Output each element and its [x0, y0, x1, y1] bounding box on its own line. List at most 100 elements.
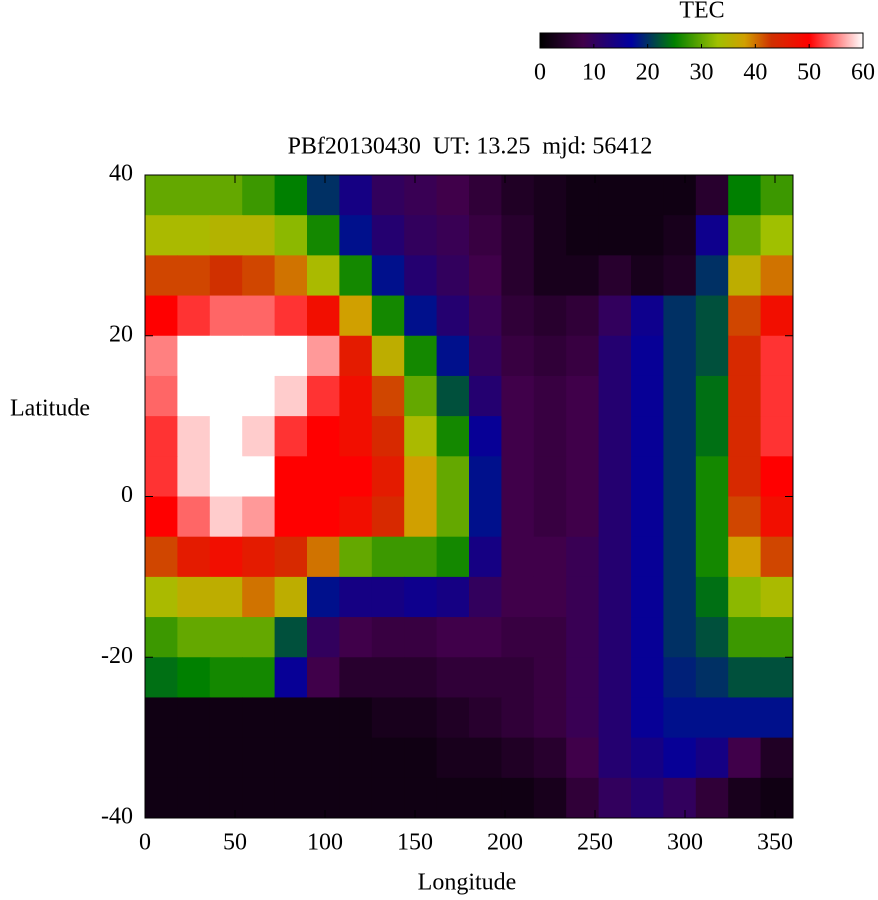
heat-cell: [469, 456, 502, 497]
heat-cell: [695, 335, 729, 377]
heat-cell: [533, 737, 567, 779]
y-tick-label: 40: [109, 161, 133, 187]
heat-cell: [760, 215, 794, 256]
heat-cell: [695, 617, 729, 658]
heat-cell: [209, 295, 243, 337]
x-tick-label: 150: [397, 830, 433, 856]
heat-cell: [533, 777, 567, 819]
colorbar-tick-label: 40: [743, 60, 767, 86]
heat-cell: [242, 737, 276, 779]
heat-cell: [307, 536, 340, 578]
heat-cell: [209, 536, 243, 578]
heat-cell: [566, 617, 600, 658]
heat-cell: [663, 335, 697, 377]
heat-cell: [436, 416, 470, 457]
heat-cell: [501, 416, 535, 457]
heat-cell: [404, 576, 438, 618]
heat-cell: [663, 375, 697, 417]
heat-cell: [533, 335, 567, 377]
heat-cell: [274, 335, 308, 377]
heat-cell: [533, 375, 567, 417]
heat-cell: [307, 215, 340, 256]
heat-cell: [469, 375, 502, 417]
heat-cell: [274, 536, 308, 578]
heat-cell: [242, 657, 276, 698]
heat-cell: [404, 496, 438, 538]
heat-cell: [533, 536, 567, 578]
heat-cell: [209, 255, 243, 297]
heat-cell: [728, 215, 762, 256]
x-tick-label: 100: [307, 830, 343, 856]
x-tick-label: 200: [487, 830, 523, 856]
heat-cell: [274, 375, 308, 417]
heat-cell: [728, 697, 762, 739]
heat-cell: [274, 576, 308, 618]
heat-cell: [631, 335, 664, 377]
colorbar-tick-label: 50: [797, 60, 821, 86]
heat-cell: [598, 697, 632, 739]
heat-cell: [501, 617, 535, 658]
heat-cell: [663, 536, 697, 578]
heat-cell: [307, 416, 340, 457]
heat-cell: [371, 175, 405, 216]
heat-cell: [242, 697, 276, 739]
heat-cell: [404, 737, 438, 779]
heat-cell: [469, 295, 502, 337]
heat-cell: [501, 576, 535, 618]
heat-cell: [598, 536, 632, 578]
heat-cell: [371, 536, 405, 578]
heat-cell: [663, 737, 697, 779]
heat-cell: [404, 375, 438, 417]
heat-cell: [145, 295, 178, 337]
heat-cell: [728, 576, 762, 618]
y-tick-label: 0: [121, 482, 133, 508]
heat-cell: [598, 576, 632, 618]
heat-cell: [436, 617, 470, 658]
heat-cell: [209, 737, 243, 779]
heat-cell: [242, 576, 276, 618]
heat-cell: [274, 737, 308, 779]
heat-cell: [501, 255, 535, 297]
heat-cell: [274, 416, 308, 457]
heat-cell: [339, 576, 373, 618]
heat-cell: [566, 335, 600, 377]
heat-cell: [145, 456, 178, 497]
heat-cell: [209, 496, 243, 538]
heat-cell: [533, 617, 567, 658]
heat-cell: [631, 496, 664, 538]
heat-cell: [760, 295, 794, 337]
heat-cell: [145, 175, 178, 216]
heat-cell: [728, 416, 762, 457]
heat-cell: [242, 496, 276, 538]
heat-cell: [631, 375, 664, 417]
heat-cell: [533, 416, 567, 457]
heat-cell: [760, 175, 794, 216]
heat-cell: [760, 335, 794, 377]
heat-cell: [177, 295, 211, 337]
y-tick-label: -40: [101, 804, 133, 830]
heat-cell: [209, 375, 243, 417]
heat-cell: [728, 456, 762, 497]
x-tick-label: 0: [139, 830, 151, 856]
heat-cell: [760, 737, 794, 779]
heat-cell: [404, 777, 438, 819]
heat-cell: [209, 215, 243, 256]
heat-cell: [695, 375, 729, 417]
x-tick-label: 250: [577, 830, 613, 856]
heat-cell: [533, 697, 567, 739]
heat-cell: [145, 215, 178, 256]
heat-cell: [566, 657, 600, 698]
colorbar-tick-label: 60: [851, 60, 875, 86]
heat-cell: [760, 416, 794, 457]
heat-cell: [307, 295, 340, 337]
heat-cell: [242, 175, 276, 216]
heat-cell: [663, 496, 697, 538]
heat-cell: [469, 255, 502, 297]
heat-cell: [728, 175, 762, 216]
heat-cell: [371, 496, 405, 538]
heat-cell: [307, 496, 340, 538]
heat-cell: [371, 335, 405, 377]
heat-cell: [598, 737, 632, 779]
heat-cell: [307, 576, 340, 618]
